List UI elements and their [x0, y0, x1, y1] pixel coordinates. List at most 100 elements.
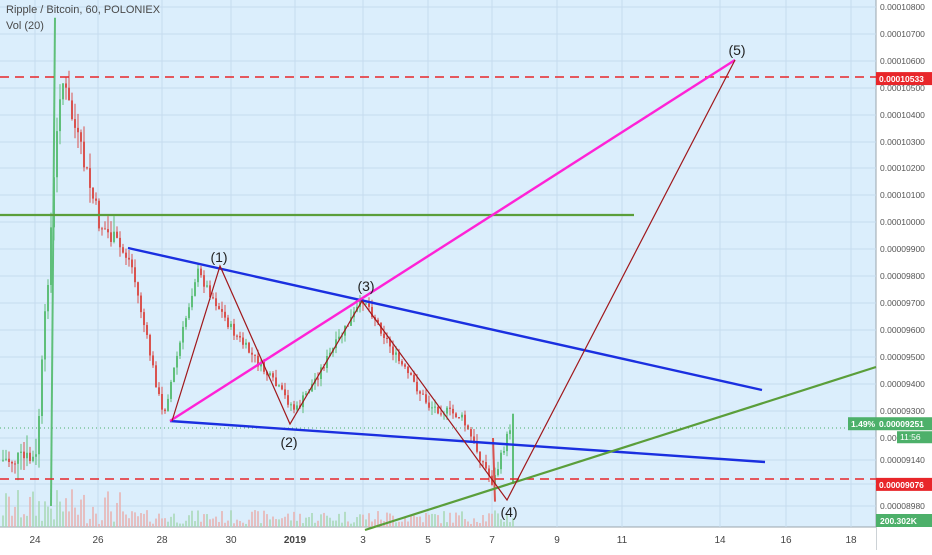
volume-bar [107, 491, 109, 527]
candle-body [155, 365, 157, 388]
candle-body [161, 394, 163, 410]
volume-bar [122, 511, 124, 527]
volume-bar [425, 512, 427, 527]
volume-bar [38, 501, 40, 527]
green-rising-trend-line[interactable] [364, 365, 877, 532]
candle-body [233, 323, 235, 336]
price-axis-tick-label: 0.00009800 [880, 271, 925, 281]
candle-body [293, 404, 295, 410]
volume-bar [410, 515, 412, 527]
candle-body [329, 352, 331, 357]
volume-bar [194, 521, 196, 527]
candle-body [458, 417, 460, 419]
candle-body [158, 387, 160, 395]
candle-body [335, 339, 337, 349]
candle-body [254, 354, 256, 356]
candle-body [188, 307, 190, 319]
candle-body [35, 454, 37, 457]
volume-bar [227, 520, 229, 527]
time-axis-panel[interactable] [0, 527, 876, 550]
volume-bar [110, 511, 112, 527]
candle-body [11, 461, 13, 464]
bar-countdown: 11:56 [900, 432, 921, 442]
candle-body [506, 433, 508, 452]
candle-body [359, 299, 361, 307]
volume-bar [512, 518, 514, 527]
candle-body [287, 395, 289, 405]
candle-body [227, 317, 229, 328]
candle-body [437, 406, 439, 414]
candle-body [182, 326, 184, 343]
volume-bar [221, 511, 223, 527]
volume-bar [254, 510, 256, 527]
volume-bar [362, 514, 364, 527]
candle-body [17, 452, 19, 464]
magenta-trend-line[interactable] [169, 58, 736, 423]
volume-bar [218, 522, 220, 527]
volume-bar [443, 511, 445, 527]
candle-body [206, 285, 208, 287]
volume-bar [35, 515, 37, 527]
volume-bar [128, 518, 130, 527]
candle-body [110, 232, 112, 242]
volume-bar [293, 511, 295, 527]
candle-body [65, 83, 67, 88]
candle-body [200, 268, 202, 276]
volume-bar [473, 518, 475, 527]
candle-body [32, 456, 34, 462]
candle-body [212, 297, 214, 299]
candle-body [230, 323, 232, 328]
time-axis-tick-label: 26 [92, 535, 104, 546]
volume-bar [446, 522, 448, 527]
volume-bar [395, 522, 397, 527]
volume-bar [503, 521, 505, 527]
candle-body [383, 333, 385, 339]
time-axis-tick-label: 30 [225, 535, 237, 546]
price-axis-panel[interactable] [876, 0, 932, 550]
volume-bar [308, 517, 310, 527]
volume-bar [374, 519, 376, 527]
volume-bar [185, 520, 187, 527]
volume-bar [206, 514, 208, 527]
candle-body [2, 459, 4, 461]
volume-bar [182, 523, 184, 527]
candle-body [137, 282, 139, 296]
volume-bar [5, 493, 7, 527]
triangle-upper-line[interactable] [127, 246, 763, 392]
volume-bar [407, 521, 409, 527]
candle-body [449, 407, 451, 409]
wave-label: (5) [728, 42, 745, 58]
volume-bar [77, 514, 79, 527]
candle-body [401, 361, 403, 365]
volume-bar [452, 522, 454, 527]
candle-body [38, 416, 40, 455]
volume-bar [398, 521, 400, 527]
candle-body [113, 231, 115, 242]
candle-body [56, 131, 58, 178]
volume-bar [440, 523, 442, 527]
candle-body [503, 451, 505, 453]
volume-bar [50, 508, 52, 527]
volume-indicator-label: Vol (20) [6, 20, 44, 32]
triangle-lower-line[interactable] [169, 419, 766, 464]
current-price-badge-bg [876, 417, 932, 431]
candle-body [5, 458, 7, 460]
volume-bar [500, 519, 502, 527]
volume-bar [245, 523, 247, 527]
candle-body [8, 458, 10, 462]
volume-bar [197, 510, 199, 527]
volume-bar [32, 491, 34, 527]
volume-bar [116, 502, 118, 527]
candle-body [23, 451, 25, 459]
candle-body [365, 303, 367, 305]
volume-bar [449, 512, 451, 527]
volume-bar [95, 513, 97, 527]
candle-spike [50, 17, 56, 507]
volume-bar [212, 518, 214, 527]
price-change-badge-bg [848, 417, 876, 431]
candle-body [119, 237, 121, 248]
candle-body [272, 373, 274, 378]
elliott-wave-path[interactable] [171, 59, 736, 502]
volume-bar [140, 513, 142, 527]
